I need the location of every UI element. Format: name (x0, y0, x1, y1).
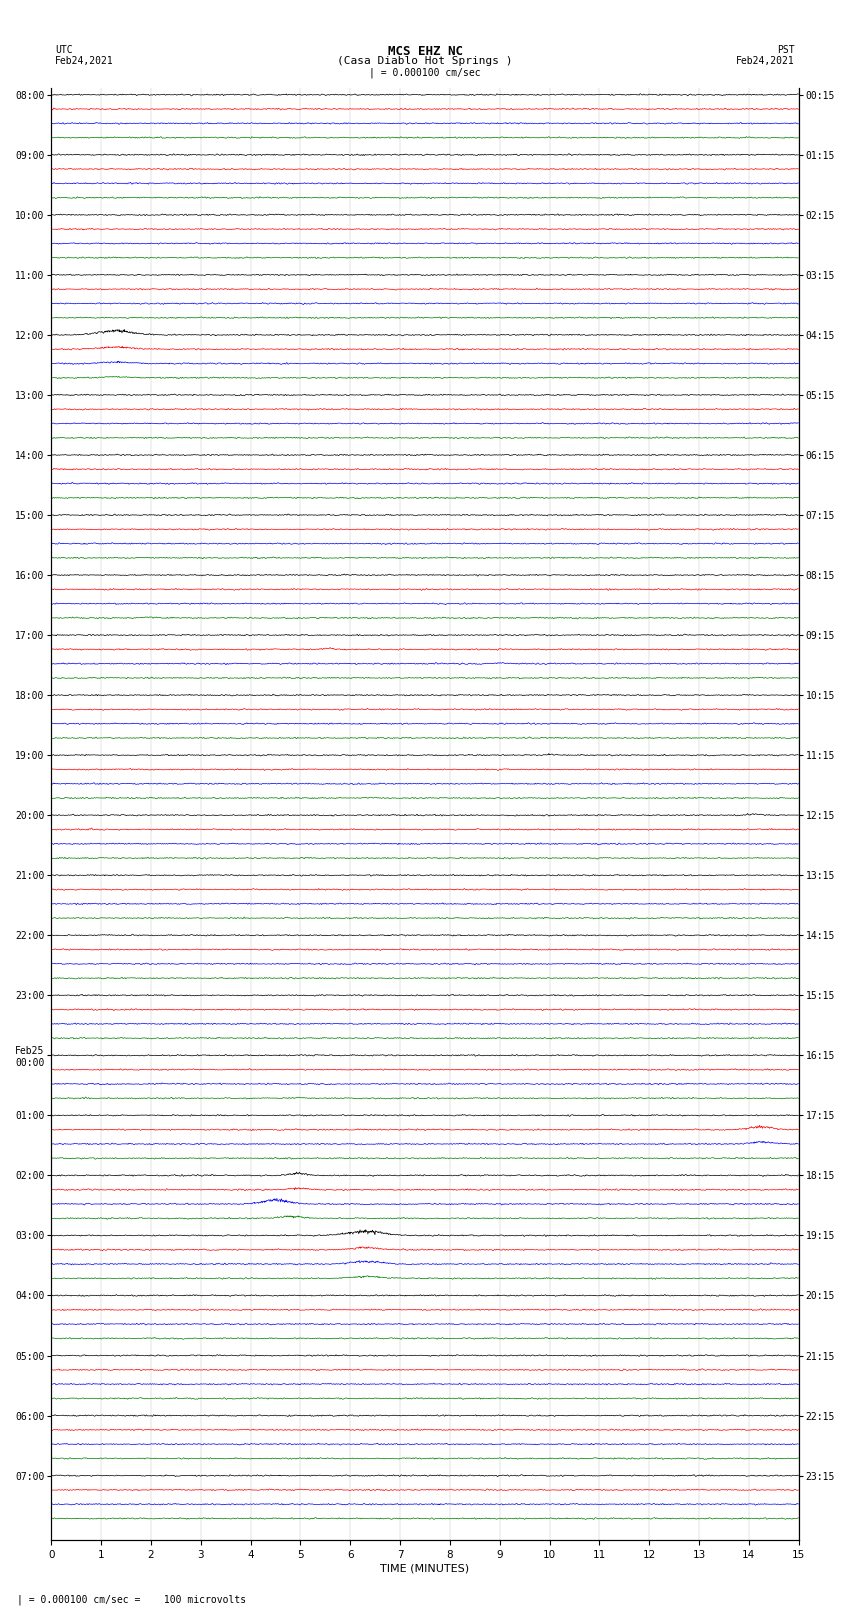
Text: UTC: UTC (55, 45, 73, 55)
Text: Feb24,2021: Feb24,2021 (55, 56, 114, 66)
Text: | = 0.000100 cm/sec: | = 0.000100 cm/sec (369, 68, 481, 79)
Text: (Casa Diablo Hot Springs ): (Casa Diablo Hot Springs ) (337, 56, 513, 66)
Text: Feb24,2021: Feb24,2021 (736, 56, 795, 66)
Text: | = 0.000100 cm/sec =    100 microvolts: | = 0.000100 cm/sec = 100 microvolts (17, 1594, 246, 1605)
X-axis label: TIME (MINUTES): TIME (MINUTES) (381, 1565, 469, 1574)
Text: PST: PST (777, 45, 795, 55)
Text: MCS EHZ NC: MCS EHZ NC (388, 45, 462, 58)
